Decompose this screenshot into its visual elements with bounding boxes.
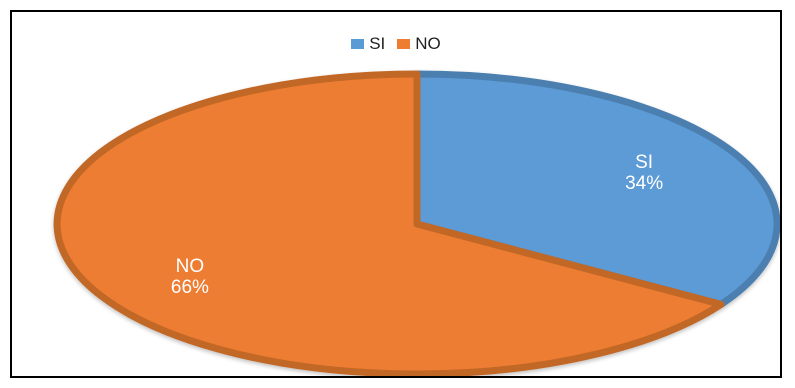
legend-item-si: SI — [351, 34, 385, 54]
legend-item-no: NO — [397, 34, 441, 54]
chart-frame: SI NO SI 34% NO 66% — [10, 10, 782, 378]
slice-percent-si: 34% — [625, 173, 663, 194]
slice-label-no: NO — [176, 256, 205, 277]
slice-label-si: SI — [635, 152, 653, 173]
legend-label-no: NO — [415, 34, 441, 53]
legend-label-si: SI — [369, 34, 386, 53]
legend-swatch-si — [351, 39, 365, 49]
legend-swatch-no — [397, 39, 411, 49]
pie-slices — [53, 70, 780, 376]
pie-slice-no — [53, 70, 725, 376]
slice-percent-no: 66% — [171, 277, 209, 298]
chart-legend: SI NO — [12, 34, 780, 54]
